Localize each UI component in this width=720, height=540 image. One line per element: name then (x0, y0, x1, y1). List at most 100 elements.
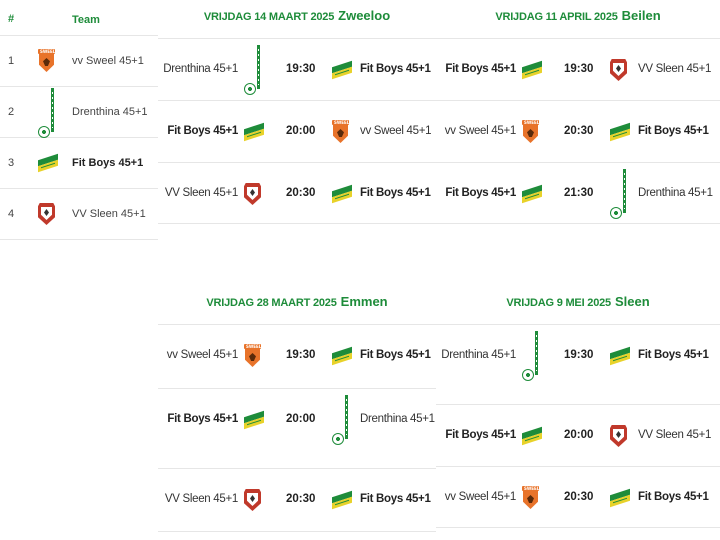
away-team: VV Sleen 45+1 (638, 429, 712, 441)
kickoff-time: 20:30 (564, 125, 594, 137)
fitboys-logo (610, 122, 630, 146)
position: 4 (8, 208, 15, 220)
kickoff-time: 19:30 (564, 63, 594, 75)
sleen-logo (244, 489, 261, 516)
away-team: vv Sweel 45+1 (360, 125, 432, 137)
away-team: Fit Boys 45+1 (638, 125, 709, 137)
home-team: VV Sleen 45+1 (164, 493, 238, 505)
position-column-header: # (8, 13, 15, 25)
standings-table: # Team 1 SWEEL vv Sweel 45+1 2 Drenthina… (0, 0, 158, 240)
team-name: VV Sleen 45+1 (72, 208, 146, 220)
match-row: vv Sweel 45+1 SWEEL 19:30 Fit Boys 45+1 (158, 324, 436, 388)
away-team: Fit Boys 45+1 (638, 349, 709, 361)
match-row: Drenthina 45+1 19:30 Fit Boys 45+1 (436, 324, 720, 386)
home-team: Drenthina 45+1 (441, 349, 516, 361)
home-team: Fit Boys 45+1 (445, 429, 516, 441)
fitboys-logo (610, 488, 630, 512)
away-team: Fit Boys 45+1 (360, 63, 431, 75)
position: 3 (8, 157, 15, 169)
match-row: vv Sweel 45+1 SWEEL 20:30 Fit Boys 45+1 (436, 466, 720, 528)
fitboys-logo (38, 153, 58, 177)
fitboys-logo (332, 60, 352, 84)
match-row: Drenthina 45+1 19:30 Fit Boys 45+1 (158, 38, 436, 100)
home-team: Fit Boys 45+1 (167, 125, 238, 137)
match-row: Fit Boys 45+1 20:00 Drenthina 45+1 (158, 388, 436, 452)
standings-row: 1 SWEEL vv Sweel 45+1 (0, 36, 158, 87)
fitboys-logo (244, 410, 264, 434)
drenthina-logo (610, 169, 632, 224)
kickoff-time: 20:30 (564, 491, 594, 503)
round-date: VRIJDAG 11 APRIL 2025 (495, 11, 618, 23)
sweel-logo: SWEEL (38, 49, 55, 78)
standings-header: # Team (0, 0, 158, 36)
round-panel-emmen: VRIJDAG 28 MAART 2025 Emmen vv Sweel 45+1 S… (158, 286, 436, 532)
fitboys-logo (522, 426, 542, 450)
home-team: vv Sweel 45+1 (444, 125, 517, 137)
match-row: VV Sleen 45+1 20:30 Fit Boys 45+1 (158, 468, 436, 532)
round-title: VRIJDAG 14 MAART 2025 Zweeloo (158, 0, 436, 38)
match-row: Fit Boys 45+1 19:30 VV Sleen 45+1 (436, 38, 720, 100)
fitboys-logo (522, 184, 542, 208)
drenthina-logo (332, 395, 354, 450)
round-panel-zweeloo: VRIJDAG 14 MAART 2025 Zweeloo Drenthina 45… (158, 0, 436, 242)
kickoff-time: 21:30 (564, 187, 594, 199)
home-team: Fit Boys 45+1 (167, 413, 238, 425)
away-team: VV Sleen 45+1 (638, 63, 712, 75)
kickoff-time: 20:00 (286, 125, 316, 137)
round-location: Emmen (340, 294, 388, 309)
home-team: VV Sleen 45+1 (164, 187, 238, 199)
round-location: Sleen (614, 294, 650, 309)
sweel-logo: SWEEL (332, 120, 349, 149)
away-team: Drenthina 45+1 (638, 187, 713, 199)
sweel-logo: SWEEL (522, 486, 539, 515)
sleen-logo (244, 183, 261, 210)
kickoff-time: 19:30 (564, 349, 594, 361)
team-name: Fit Boys 45+1 (72, 157, 144, 169)
home-team: Fit Boys 45+1 (445, 187, 516, 199)
standings-row: 2 Drenthina 45+1 (0, 87, 158, 138)
team-column-header: Team (72, 14, 100, 26)
away-team: Fit Boys 45+1 (360, 187, 431, 199)
drenthina-logo (38, 88, 60, 143)
round-title: VRIJDAG 28 MAART 2025 Emmen (158, 286, 436, 324)
home-team: Drenthina 45+1 (163, 63, 238, 75)
round-panel-sleen: VRIJDAG 9 MEI 2025 Sleen Drenthina 45+1 19:… (436, 286, 720, 532)
home-team: vv Sweel 45+1 (166, 349, 239, 361)
sleen-logo (610, 59, 627, 86)
match-row: Fit Boys 45+1 20:00 VV Sleen 45+1 (436, 404, 720, 466)
kickoff-time: 20:30 (286, 187, 316, 199)
fitboys-logo (610, 346, 630, 370)
fitboys-logo (332, 490, 352, 514)
away-team: Fit Boys 45+1 (360, 493, 431, 505)
position: 2 (8, 106, 15, 118)
away-team: Fit Boys 45+1 (360, 349, 431, 361)
match-row: vv Sweel 45+1 SWEEL 20:30 Fit Boys 45+1 (436, 100, 720, 162)
round-title: VRIJDAG 9 MEI 2025 Sleen (436, 286, 720, 324)
kickoff-time: 20:30 (286, 493, 316, 505)
round-title: VRIJDAG 11 APRIL 2025 Beilen (436, 0, 720, 38)
drenthina-logo (522, 331, 544, 386)
team-name: Drenthina 45+1 (72, 106, 148, 118)
kickoff-time: 19:30 (286, 349, 316, 361)
match-row: Fit Boys 45+1 20:00 SWEEL vv Sweel 45+1 (158, 100, 436, 162)
sleen-logo (38, 203, 55, 230)
kickoff-time: 19:30 (286, 63, 316, 75)
home-team: Fit Boys 45+1 (445, 63, 516, 75)
fitboys-logo (244, 122, 264, 146)
round-location: Beilen (621, 8, 661, 23)
sleen-logo (610, 425, 627, 452)
kickoff-time: 20:00 (286, 413, 316, 425)
home-team: vv Sweel 45+1 (444, 491, 517, 503)
away-team: Drenthina 45+1 (360, 413, 435, 425)
match-row: VV Sleen 45+1 20:30 Fit Boys 45+1 (158, 162, 436, 224)
round-panel-beilen: VRIJDAG 11 APRIL 2025 Beilen Fit Boys 45+1… (436, 0, 720, 242)
standings-row: 3 Fit Boys 45+1 (0, 138, 158, 189)
sweel-logo: SWEEL (522, 120, 539, 149)
fitboys-logo (522, 60, 542, 84)
round-date: VRIJDAG 28 MAART 2025 (206, 297, 337, 309)
standings-row: 4 VV Sleen 45+1 (0, 189, 158, 240)
fitboys-logo (332, 346, 352, 370)
team-name: vv Sweel 45+1 (72, 55, 144, 67)
round-date: VRIJDAG 9 MEI 2025 (506, 297, 611, 309)
position: 1 (8, 55, 15, 67)
